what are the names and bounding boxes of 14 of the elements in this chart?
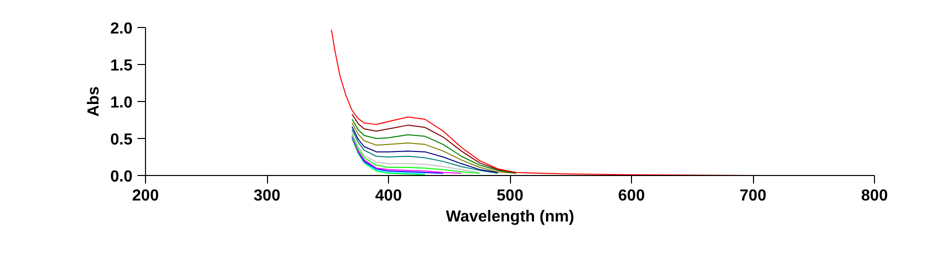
y-tick-label: 0.0 [110, 168, 133, 186]
y-tick-label: 1.0 [110, 94, 133, 112]
x-axis-title: Wavelength (nm) [446, 208, 574, 226]
y-tick-label: 1.5 [110, 58, 133, 74]
y-tick-label: 0.5 [110, 132, 133, 148]
x-tick-label: 600 [618, 188, 645, 204]
x-tick-label: 500 [496, 188, 524, 204]
y-axis-title: Abs [85, 86, 102, 117]
x-tick-label: 700 [740, 188, 766, 204]
x-tick-label: 200 [132, 188, 159, 204]
x-tick-label: 400 [375, 188, 402, 204]
x-tick-label: 300 [254, 188, 280, 204]
y-tick-label: 2.0 [110, 20, 133, 38]
x-tick-label: 800 [861, 188, 888, 204]
